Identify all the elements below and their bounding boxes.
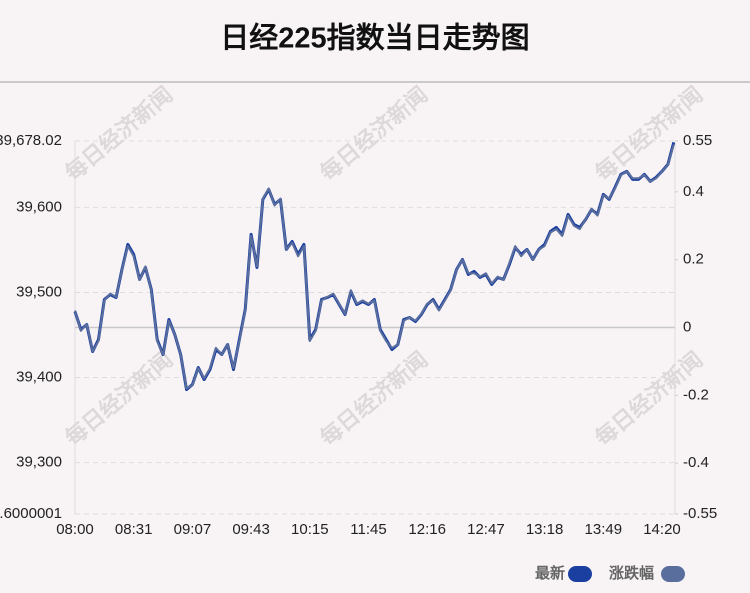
watermark: 每日经济新闻 [315,347,432,451]
series-line [73,141,676,392]
watermark: 每日经济新闻 [60,82,177,186]
x-tick-label: 10:15 [291,521,329,538]
y-tick-label: 39,500 [16,283,62,300]
y2-tick-label: -0.2 [683,386,709,403]
y-tick-label: 39,400 [16,369,62,386]
legend-label: 最新 [535,564,565,582]
y2-tick-label: 0.2 [683,251,704,268]
x-tick-label: 13:18 [526,521,564,538]
x-tick-label: 12:16 [408,521,446,538]
y-tick-label: 39,678.02 [0,132,62,149]
x-tick-label: 12:47 [467,521,505,538]
legend-swatch [661,566,685,582]
y2-tick-label: -0.4 [683,454,709,471]
x-tick-label: 14:20 [643,521,681,538]
y-tick-label: 39,300 [16,454,62,471]
y2-tick-label: 0.55 [683,132,712,149]
chart-title: 日经225指数当日走势图 [220,21,529,55]
y2-tick-label: 0 [683,318,691,335]
y2-tick-label: 0.4 [683,183,704,200]
legend-swatch [568,566,592,582]
series-line [74,144,675,390]
watermark: 每日经济新闻 [315,82,432,186]
watermark: 每日经济新闻 [60,347,177,451]
y-tick-label: 39,600 [16,198,62,215]
x-tick-label: 09:07 [174,521,212,538]
x-tick-label: 13:49 [585,521,623,538]
y2-tick-label: -0.55 [683,505,717,522]
x-tick-label: 08:31 [115,521,153,538]
x-tick-label: 11:45 [350,521,386,538]
x-tick-label: 08:00 [56,521,94,538]
x-tick-label: 09:43 [232,521,270,538]
y-tick-label: 39,239.6000001 [0,505,62,522]
legend-label: 涨跌幅 [609,564,654,582]
